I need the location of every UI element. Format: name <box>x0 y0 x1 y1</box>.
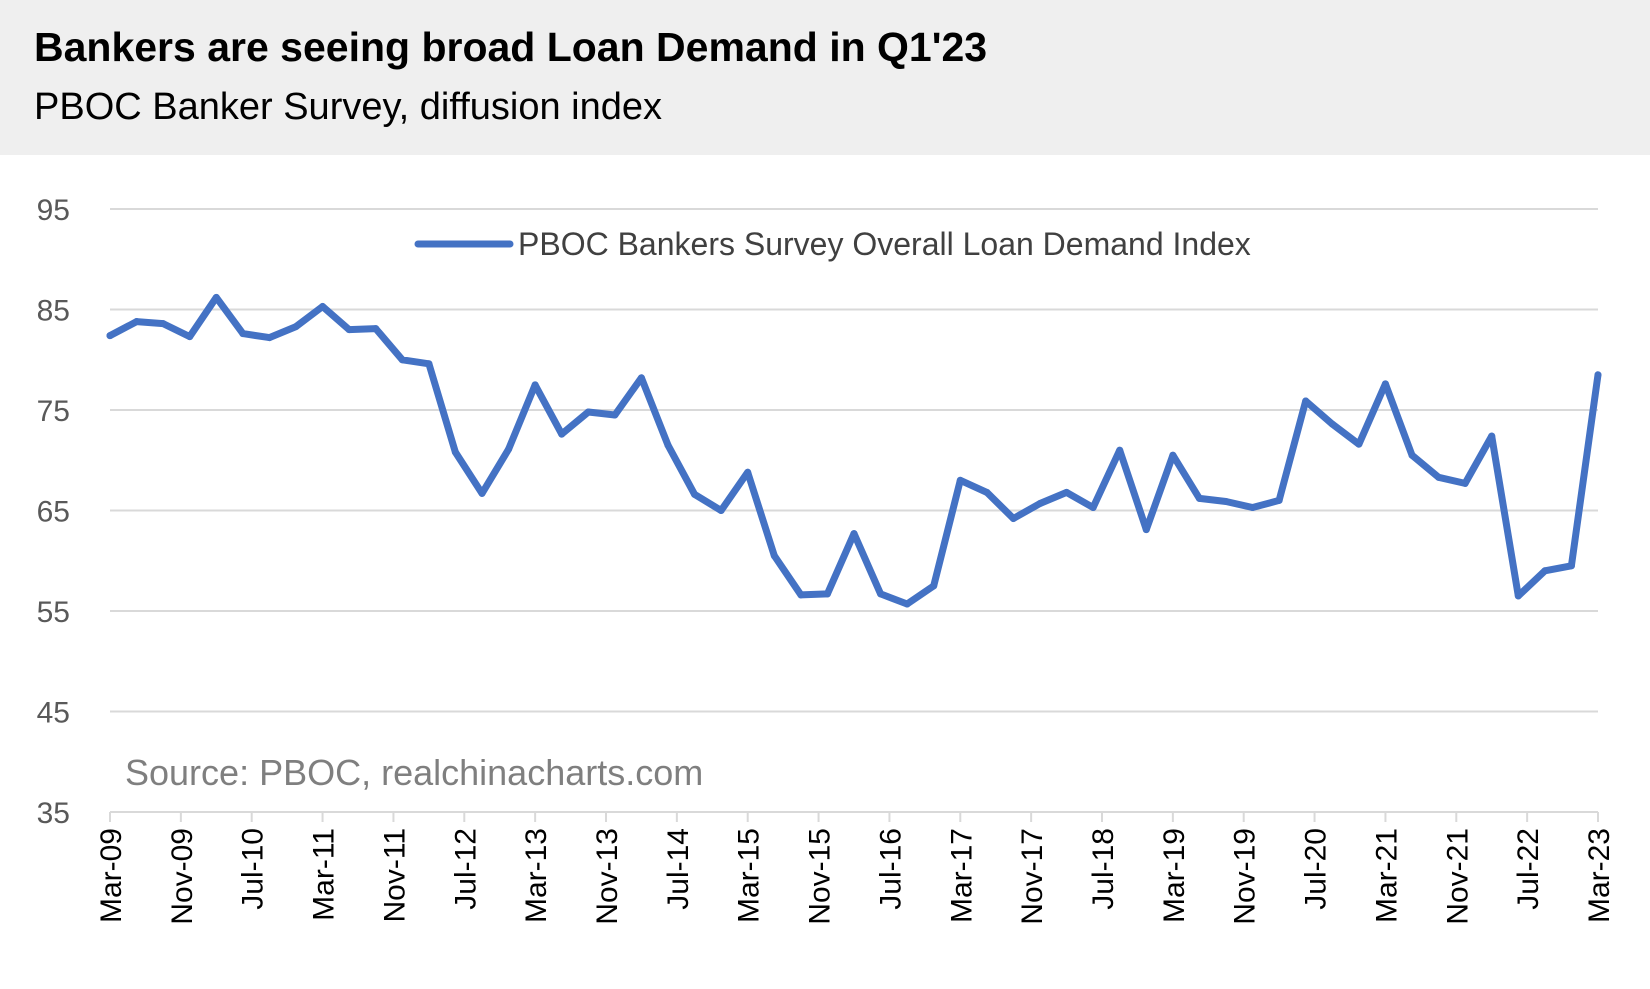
data-point <box>106 332 114 340</box>
data-point <box>212 293 220 301</box>
data-point <box>1355 440 1363 448</box>
data-point <box>637 374 645 382</box>
data-point <box>1594 371 1602 379</box>
x-tick-label: Jul-14 <box>662 828 695 910</box>
data-point <box>319 302 327 310</box>
data-point <box>1328 420 1336 428</box>
data-point <box>850 530 858 538</box>
y-tick-label: 95 <box>37 194 70 227</box>
data-point <box>1461 479 1469 487</box>
legend: PBOC Bankers Survey Overall Loan Demand … <box>414 226 1251 262</box>
x-tick-label: Mar-15 <box>733 828 766 923</box>
x-tick-label: Jul-10 <box>237 828 270 910</box>
data-point <box>239 330 247 338</box>
x-tick-label: Nov-19 <box>1229 828 1262 925</box>
series-line <box>106 293 1602 608</box>
data-point <box>1009 515 1017 523</box>
x-tick-label: Jul-18 <box>1087 828 1120 910</box>
data-point <box>1408 451 1416 459</box>
data-point <box>956 476 964 484</box>
data-point <box>345 326 353 334</box>
data-point <box>1116 446 1124 454</box>
data-point <box>903 600 911 608</box>
data-point <box>425 360 433 368</box>
data-point <box>1541 567 1549 575</box>
x-tick-label: Nov-21 <box>1441 828 1474 925</box>
y-axis-tick-labels: 35 45 55 65 75 85 95 <box>37 194 70 830</box>
data-series <box>106 293 1602 608</box>
data-point <box>1302 397 1310 405</box>
data-point <box>664 441 672 449</box>
x-tick-label: Mar-09 <box>95 828 128 923</box>
grid-lines <box>110 208 1598 713</box>
x-axis: Mar-09 Nov-09 Jul-10 Mar-11 Nov-11 Jul-12 Mar-… <box>95 811 1616 925</box>
y-tick-label: 45 <box>37 697 70 730</box>
x-tick-label: Jul-12 <box>449 828 482 910</box>
data-point <box>1567 562 1575 570</box>
x-tick-label: Nov-11 <box>378 828 411 922</box>
x-tick-label: Nov-15 <box>804 828 837 925</box>
data-point <box>531 381 539 389</box>
data-point <box>133 318 141 326</box>
x-tick-label: Mar-23 <box>1583 828 1616 923</box>
x-tick-label: Mar-11 <box>308 828 341 921</box>
y-tick-label: 75 <box>37 395 70 428</box>
data-points <box>106 293 1602 608</box>
y-tick-label: 35 <box>37 797 70 830</box>
data-point <box>1036 499 1044 507</box>
data-point <box>1222 497 1230 505</box>
y-tick-label: 65 <box>37 496 70 529</box>
data-point <box>1275 496 1283 504</box>
data-point <box>877 590 885 598</box>
data-point <box>823 590 831 598</box>
data-point <box>1089 503 1097 511</box>
legend-label: PBOC Bankers Survey Overall Loan Demand … <box>518 226 1251 262</box>
data-point <box>478 489 486 497</box>
data-point <box>691 490 699 498</box>
data-point <box>292 323 300 331</box>
x-tick-label: Jul-20 <box>1300 828 1333 910</box>
data-point <box>717 507 725 514</box>
data-point <box>1169 451 1177 459</box>
data-point <box>1142 526 1150 534</box>
data-point <box>1381 380 1389 388</box>
x-tick-label: Nov-09 <box>166 828 199 925</box>
y-tick-label: 55 <box>37 596 70 629</box>
data-point <box>372 325 380 333</box>
data-point <box>451 448 459 456</box>
x-tick-label: Nov-13 <box>591 828 624 925</box>
chart-title: Bankers are seeing broad Loan Demand in … <box>34 24 988 70</box>
data-point <box>159 320 167 328</box>
data-point <box>1435 473 1443 481</box>
data-point <box>983 488 991 496</box>
data-point <box>558 430 566 438</box>
data-point <box>186 333 194 341</box>
data-point <box>744 468 752 476</box>
x-tick-label: Mar-19 <box>1158 828 1191 923</box>
x-tick-label: Jul-16 <box>874 828 907 910</box>
data-point <box>1488 432 1496 440</box>
data-point <box>265 334 273 342</box>
x-tick-label: Mar-13 <box>520 828 553 923</box>
y-tick-label: 85 <box>37 295 70 328</box>
data-point <box>1195 494 1203 502</box>
chart-subtitle: PBOC Banker Survey, diffusion index <box>34 86 663 128</box>
data-point <box>1063 488 1071 496</box>
x-tick-label: Jul-22 <box>1512 828 1545 910</box>
data-point <box>505 445 513 453</box>
data-point <box>398 356 406 364</box>
x-tick-label: Mar-17 <box>945 828 978 923</box>
chart-header: Bankers are seeing broad Loan Demand in … <box>0 0 1650 155</box>
x-tick-label: Mar-21 <box>1370 828 1403 923</box>
data-point <box>1249 503 1257 511</box>
data-point <box>770 552 778 560</box>
data-point <box>930 582 938 590</box>
source-note: Source: PBOC, realchinacharts.com <box>125 752 703 793</box>
data-point <box>611 411 619 419</box>
data-point <box>584 408 592 416</box>
data-point <box>1514 592 1522 600</box>
data-point <box>797 591 805 599</box>
x-tick-label: Nov-17 <box>1016 828 1049 925</box>
